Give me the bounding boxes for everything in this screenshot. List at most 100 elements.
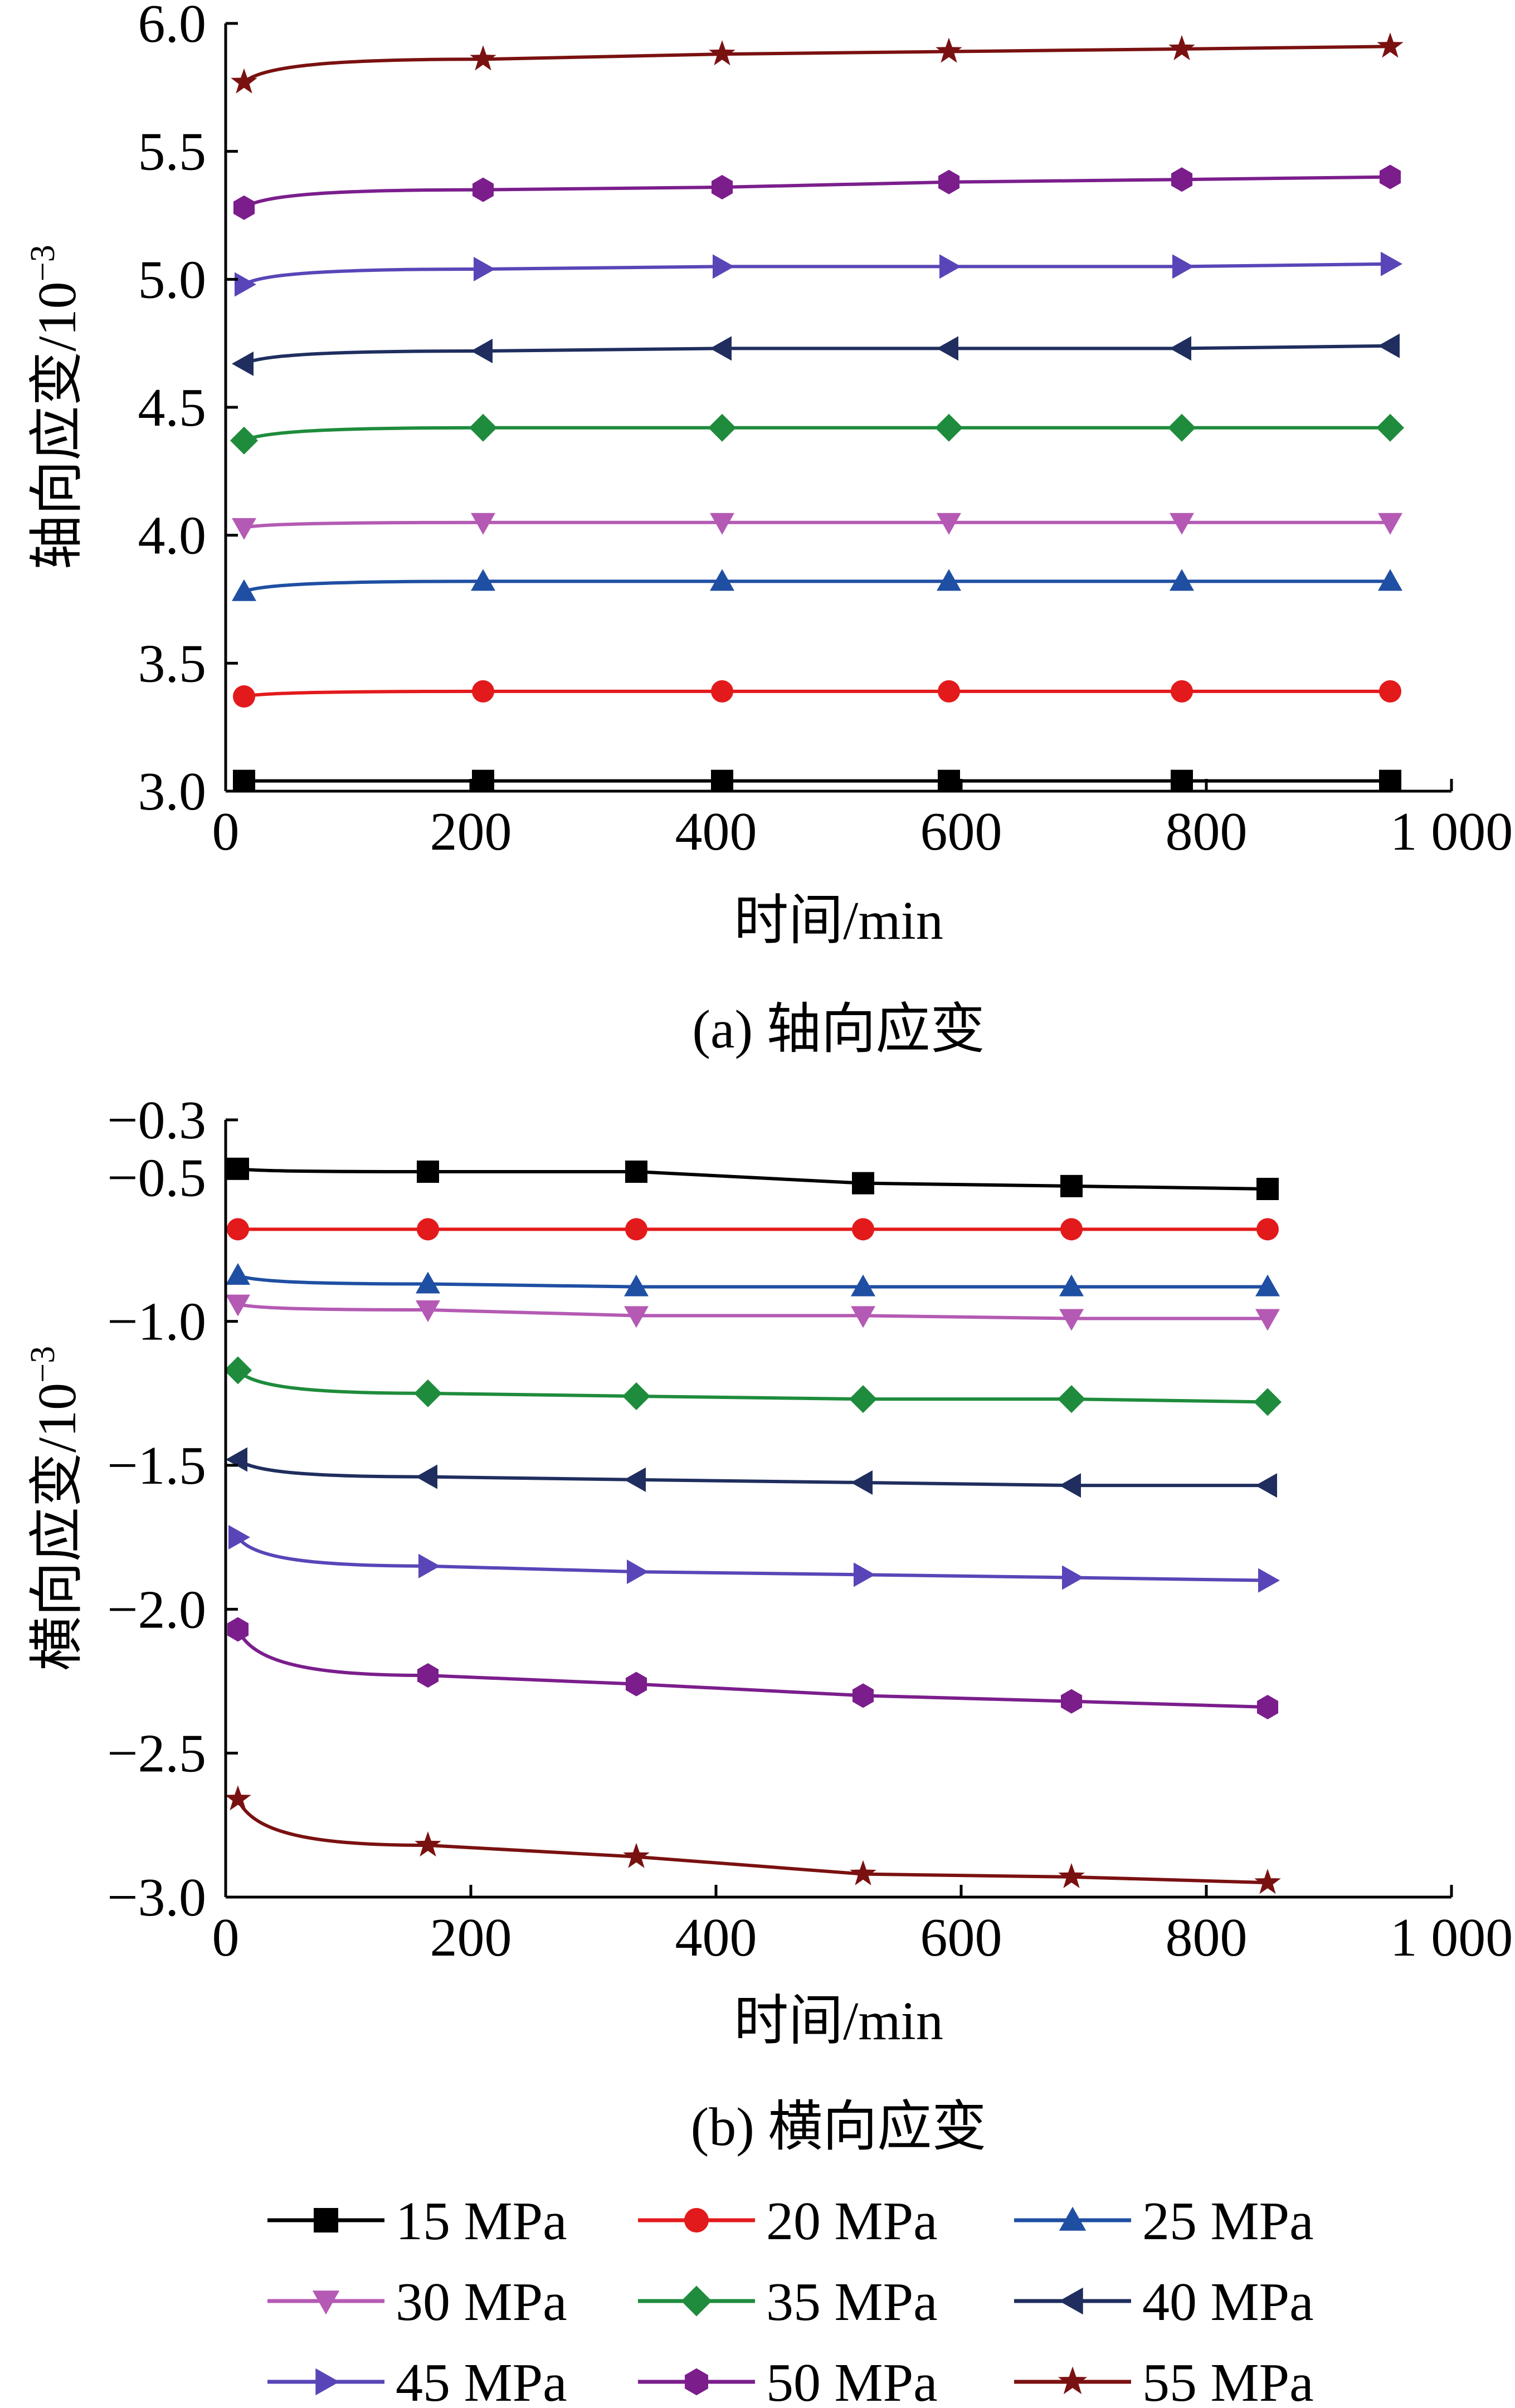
data-point	[472, 177, 494, 202]
series-30-mpa	[226, 1294, 1280, 1331]
data-point	[625, 1671, 647, 1697]
data-point	[624, 1274, 649, 1296]
data-point	[1168, 35, 1195, 61]
data-point	[1255, 1473, 1277, 1498]
data-point	[471, 513, 495, 535]
legend-marker	[684, 2208, 709, 2232]
y-tick-label: −0.5	[107, 1148, 206, 1208]
legend-item: 25 MPa	[1014, 2191, 1314, 2251]
series-50-mpa	[227, 1617, 1279, 1719]
data-point	[624, 1467, 646, 1492]
data-point	[711, 680, 733, 703]
legend-item: 35 MPa	[638, 2272, 938, 2332]
legend-label: 25 MPa	[1142, 2191, 1314, 2251]
legend: 15 MPa 20 MPa 25 MPa 30 MPa 35 MPa 40 MPa 45 M…	[267, 2191, 1314, 2408]
legend-item: 20 MPa	[638, 2191, 938, 2251]
data-point	[232, 518, 256, 540]
data-point	[711, 174, 733, 199]
data-point	[416, 1464, 437, 1489]
data-point	[1172, 254, 1194, 279]
data-point	[1378, 333, 1400, 358]
series-25-mpa	[232, 569, 1402, 601]
data-point	[849, 1385, 877, 1413]
data-point	[1258, 1568, 1280, 1593]
data-point	[1379, 164, 1401, 189]
data-point	[233, 685, 255, 708]
series-40-mpa	[226, 1447, 1277, 1498]
series-line	[242, 45, 1391, 84]
data-point	[1255, 1274, 1280, 1296]
series-35-mpa	[230, 413, 1404, 455]
series-line	[243, 689, 1390, 698]
chart-a-series-layer	[230, 32, 1404, 792]
data-point	[235, 272, 256, 297]
legend-marker	[1059, 2206, 1087, 2231]
data-point	[1381, 251, 1402, 276]
series-line	[243, 175, 1391, 209]
y-tick-label: 3.0	[138, 762, 207, 822]
legend-marker	[315, 2368, 340, 2396]
x-tick-label: 400	[675, 1908, 757, 1968]
series-15-mpa	[227, 1157, 1279, 1200]
y-tick-label: 5.5	[138, 122, 207, 182]
data-point	[627, 1559, 649, 1585]
series-line	[237, 1458, 1268, 1488]
y-tick-label: 4.5	[138, 378, 207, 438]
y-tick-label: 4.0	[138, 506, 207, 566]
legend-item: 50 MPa	[638, 2353, 938, 2408]
data-point	[1378, 569, 1402, 591]
series-line	[236, 1629, 1268, 1709]
chart-a-caption: (a) 轴向应变	[692, 1000, 985, 1060]
legend-item: 30 MPa	[267, 2272, 567, 2332]
data-point	[474, 256, 495, 281]
data-point	[1058, 1863, 1085, 1889]
data-point	[226, 1447, 247, 1472]
legend-label: 35 MPa	[766, 2272, 938, 2332]
data-point	[852, 1172, 874, 1195]
series-line	[236, 1536, 1268, 1582]
y-tick-label: −1.0	[107, 1292, 206, 1352]
legend-label: 40 MPa	[1142, 2272, 1314, 2332]
data-point	[1062, 1565, 1084, 1590]
data-point	[224, 1356, 252, 1385]
y-tick-label: −0.3	[107, 1090, 206, 1151]
data-point	[1255, 1309, 1280, 1331]
data-point	[623, 1842, 650, 1868]
data-point	[1059, 1274, 1084, 1296]
data-point	[1378, 513, 1402, 535]
data-point	[228, 1525, 250, 1550]
series-line	[243, 262, 1391, 286]
series-line	[243, 426, 1390, 442]
legend-marker	[312, 2290, 340, 2315]
legend-label: 55 MPa	[1142, 2353, 1314, 2408]
data-point	[622, 1382, 650, 1410]
x-tick-label: 400	[675, 802, 757, 862]
data-point	[710, 569, 734, 591]
data-point	[233, 195, 255, 220]
x-tick-label: 600	[920, 1908, 1002, 1968]
data-point	[417, 1161, 439, 1183]
data-point	[1171, 680, 1193, 703]
data-point	[851, 1274, 875, 1296]
data-point	[1170, 569, 1194, 591]
y-tick-label: −2.5	[107, 1724, 206, 1784]
series-20-mpa	[233, 680, 1401, 708]
data-point	[937, 336, 958, 361]
series-line	[236, 1798, 1268, 1885]
data-point	[471, 569, 495, 591]
x-tick-label: 0	[212, 1908, 240, 1968]
legend-marker	[681, 2285, 712, 2317]
x-tick-label: 200	[430, 1908, 512, 1968]
data-point	[226, 1294, 250, 1317]
series-35-mpa	[224, 1356, 1282, 1416]
data-point	[227, 1218, 249, 1241]
data-point	[416, 1300, 440, 1322]
data-point	[938, 680, 960, 703]
series-30-mpa	[232, 513, 1402, 540]
data-point	[851, 1470, 873, 1495]
series-15-mpa	[233, 769, 1401, 792]
data-point	[1168, 413, 1196, 442]
data-point	[471, 338, 493, 363]
data-point	[850, 1860, 876, 1885]
data-point	[711, 769, 733, 792]
